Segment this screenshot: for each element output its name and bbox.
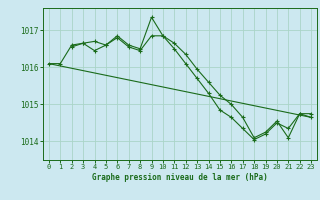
X-axis label: Graphe pression niveau de la mer (hPa): Graphe pression niveau de la mer (hPa) <box>92 173 268 182</box>
